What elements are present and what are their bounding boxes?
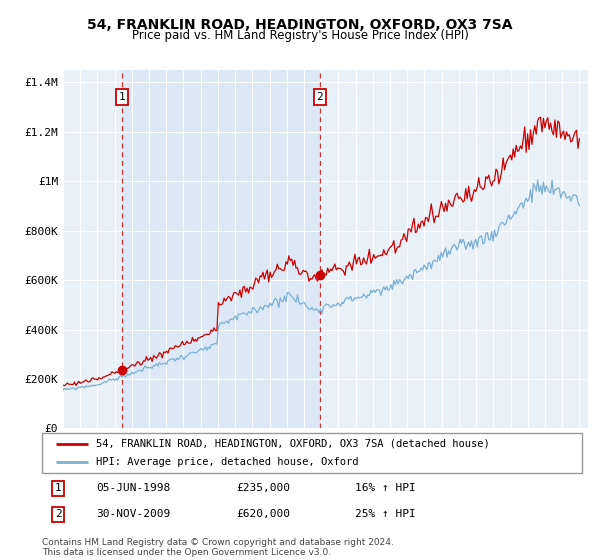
Text: 54, FRANKLIN ROAD, HEADINGTON, OXFORD, OX3 7SA (detached house): 54, FRANKLIN ROAD, HEADINGTON, OXFORD, O…	[96, 439, 490, 449]
Text: Contains HM Land Registry data © Crown copyright and database right 2024.
This d: Contains HM Land Registry data © Crown c…	[42, 538, 394, 557]
Text: 25% ↑ HPI: 25% ↑ HPI	[355, 509, 416, 519]
Text: HPI: Average price, detached house, Oxford: HPI: Average price, detached house, Oxfo…	[96, 458, 359, 467]
Text: 05-JUN-1998: 05-JUN-1998	[96, 483, 170, 493]
Text: 16% ↑ HPI: 16% ↑ HPI	[355, 483, 416, 493]
Text: 1: 1	[55, 483, 62, 493]
Text: 54, FRANKLIN ROAD, HEADINGTON, OXFORD, OX3 7SA: 54, FRANKLIN ROAD, HEADINGTON, OXFORD, O…	[87, 18, 513, 32]
FancyBboxPatch shape	[42, 433, 582, 473]
Text: 2: 2	[316, 92, 323, 102]
Text: Price paid vs. HM Land Registry's House Price Index (HPI): Price paid vs. HM Land Registry's House …	[131, 29, 469, 42]
Text: 2: 2	[55, 509, 62, 519]
Text: 30-NOV-2009: 30-NOV-2009	[96, 509, 170, 519]
Text: 1: 1	[118, 92, 125, 102]
Text: £235,000: £235,000	[236, 483, 290, 493]
Bar	[122, 70, 320, 428]
Text: £620,000: £620,000	[236, 509, 290, 519]
